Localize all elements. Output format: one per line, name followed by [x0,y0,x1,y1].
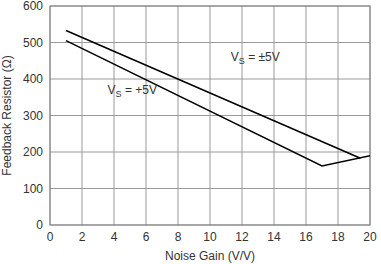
x-tick-label: 8 [175,230,182,244]
grid-line-x [114,6,115,225]
y-tick-label: 600 [23,0,43,13]
grid-line-x [242,6,243,225]
x-tick-label: 12 [235,230,249,244]
y-tick-label: 500 [23,36,43,50]
x-axis-label: Noise Gain (V/V) [165,249,255,263]
x-tick-label: 2 [79,230,86,244]
series-label: VS = +5V [108,83,157,99]
y-tick-label: 0 [36,218,43,232]
series-line [66,41,370,166]
x-tick-label: 6 [143,230,150,244]
series-line [66,30,360,158]
x-tick-label: 18 [331,230,345,244]
y-tick-label: 400 [23,72,43,86]
grid-line-x [306,6,307,225]
x-tick-label: 16 [299,230,313,244]
y-tick-label: 200 [23,145,43,159]
series-label: VS = ±5V [231,50,280,66]
y-tick-label: 300 [23,109,43,123]
y-tick-label: 100 [23,182,43,196]
chart: 0 100 200 300 400 500 600 0 2 4 6 8 10 12 14 16 18 20 Nois… [0,0,381,264]
x-tick-label: 4 [111,230,118,244]
x-tick-label: 10 [203,230,217,244]
x-tick-label: 14 [267,230,281,244]
grid-line-x [338,6,339,225]
x-tick-label: 20 [363,230,377,244]
grid-line-x [210,6,211,225]
grid-line-x [146,6,147,225]
series-group [66,30,370,165]
y-axis-label: Feedback Resistor (Ω) [0,55,14,175]
x-tick-label: 0 [47,230,54,244]
grid-line-x [274,6,275,225]
grid-line-x [178,6,179,225]
grid-line-x [82,6,83,225]
plot-frame [50,6,370,225]
